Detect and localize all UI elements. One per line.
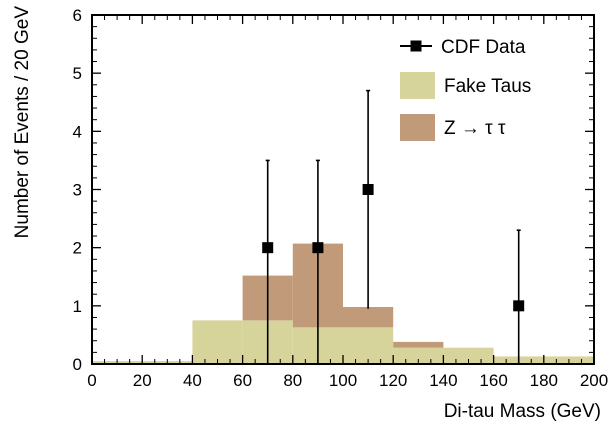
x-tick-label: 20 bbox=[133, 371, 152, 390]
x-tick-label: 160 bbox=[479, 371, 507, 390]
legend-swatch-fake-taus bbox=[400, 72, 435, 99]
y-tick-label: 6 bbox=[73, 6, 82, 25]
x-tick-label: 80 bbox=[283, 371, 302, 390]
data-point bbox=[262, 242, 274, 254]
legend: CDF Data Fake Taus Z → τ τ bbox=[400, 37, 531, 141]
data-point bbox=[513, 300, 525, 312]
legend-label-fake-taus: Fake Taus bbox=[444, 76, 531, 97]
bar-fake-taus bbox=[343, 327, 394, 364]
legend-swatch-z-tautau bbox=[400, 114, 435, 141]
y-tick-label: 3 bbox=[73, 181, 82, 200]
bar-z-tautau bbox=[343, 306, 394, 328]
bar-z-tautau bbox=[393, 341, 444, 348]
x-axis-title: Di-tau Mass (GeV) bbox=[444, 401, 601, 422]
y-tick-label: 5 bbox=[73, 64, 82, 83]
x-tick-label: 60 bbox=[233, 371, 252, 390]
y-tick-label: 4 bbox=[73, 122, 82, 141]
axis-ticks bbox=[91, 14, 595, 365]
x-tick-label: 200 bbox=[580, 371, 608, 390]
x-tick-label: 140 bbox=[429, 371, 457, 390]
y-tick-label: 2 bbox=[73, 239, 82, 258]
y-tick-label: 1 bbox=[73, 297, 82, 316]
y-axis-title: Number of Events / 20 GeV bbox=[12, 6, 33, 239]
tick-labels: 0 20 40 60 80 100 120 140 160 180 200 0 1 2 3 4 5 6 bbox=[73, 6, 609, 390]
legend-label-z-tautau: Z → τ τ bbox=[444, 118, 506, 139]
y-tick-label: 0 bbox=[73, 355, 82, 374]
x-tick-label: 180 bbox=[530, 371, 558, 390]
legend-label-cdf-data: CDF Data bbox=[441, 37, 526, 58]
bar-fake-taus bbox=[192, 320, 243, 364]
x-tick-label: 120 bbox=[379, 371, 407, 390]
x-tick-label: 0 bbox=[87, 371, 96, 390]
x-tick-label: 100 bbox=[329, 371, 357, 390]
data-point bbox=[362, 184, 374, 195]
data-points bbox=[262, 89, 525, 364]
data-point bbox=[312, 242, 324, 254]
x-tick-label: 40 bbox=[183, 371, 202, 390]
legend-data-marker bbox=[410, 40, 422, 52]
